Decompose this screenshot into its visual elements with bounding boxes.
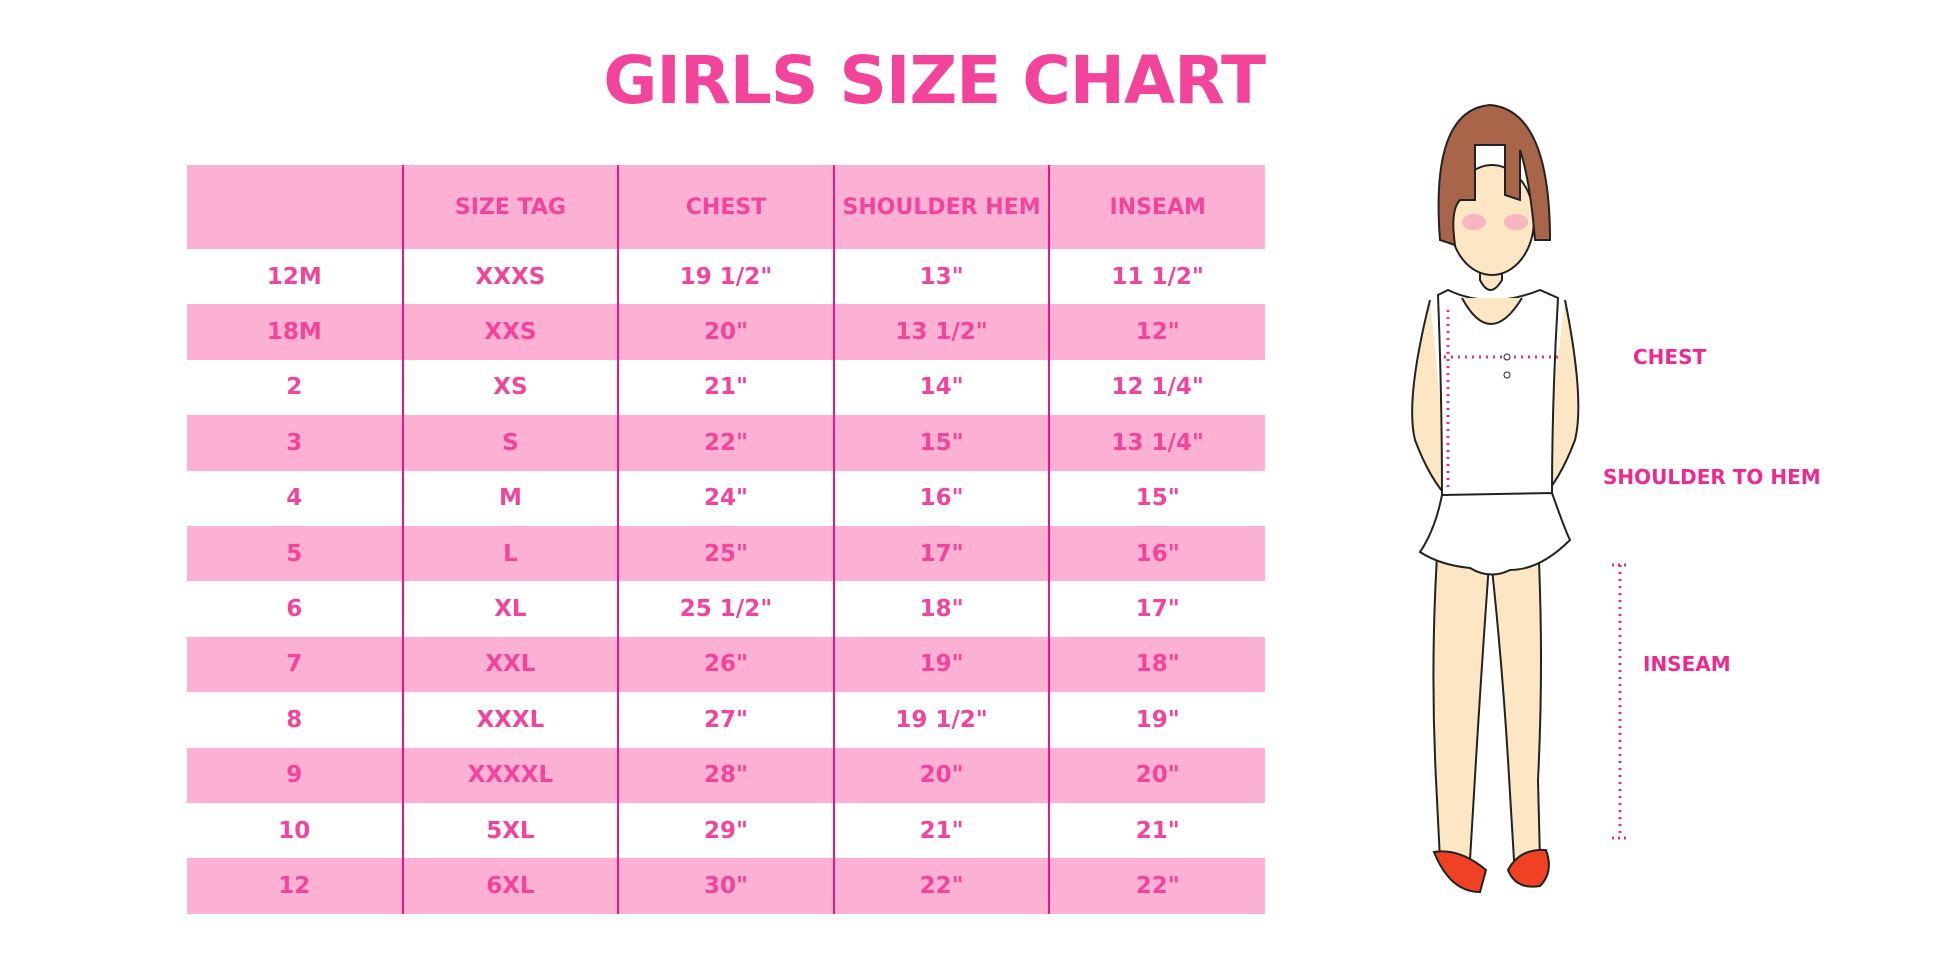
column-header: INSEAM xyxy=(1048,165,1265,249)
table-cell: 25" xyxy=(617,525,834,582)
page-title: GIRLS SIZE CHART xyxy=(603,42,1266,119)
table-cell: 21" xyxy=(617,359,834,416)
table-cell: XXXL xyxy=(401,692,619,748)
table-cell: 11 1/2" xyxy=(1048,249,1265,305)
table-body: 12M XXXS 19 1/2" 13" 11 1/2" 18M XXS 20" 13 1/2"… xyxy=(187,249,1265,914)
table-cell: S xyxy=(401,415,619,471)
hair xyxy=(1437,103,1552,247)
table-cell: 16" xyxy=(1048,525,1265,582)
table-cell: 3 xyxy=(187,415,403,471)
table-cell: 5 xyxy=(187,525,403,582)
table-row: 6 XL 25 1/2" 18" 17" xyxy=(187,581,1265,637)
header-row: SIZE TAG CHEST SHOULDER HEM INSEAM xyxy=(187,165,1265,249)
table-cell: 18M xyxy=(187,304,403,360)
table-cell: 24" xyxy=(617,470,834,526)
chest-label: CHEST xyxy=(1633,345,1707,369)
table-cell: 15" xyxy=(1048,470,1265,526)
table-cell: 22" xyxy=(617,415,834,471)
table-cell: 7 xyxy=(187,636,403,693)
table-cell: 14" xyxy=(832,359,1050,416)
table-cell: 18" xyxy=(1048,636,1265,693)
table-cell: 18" xyxy=(832,581,1050,637)
table-row: 12 6XL 30" 22" 22" xyxy=(187,858,1265,914)
table-cell: 22" xyxy=(832,858,1050,914)
table-cell: M xyxy=(401,470,619,526)
table-cell: 20" xyxy=(617,304,834,360)
size-table: SIZE TAG CHEST SHOULDER HEM INSEAM 12M XXXS 1… xyxy=(187,165,1265,914)
table-cell: 12" xyxy=(1048,304,1265,360)
table-cell: 12 1/4" xyxy=(1048,359,1265,416)
table-row: 8 XXXL 27" 19 1/2" 19" xyxy=(187,692,1265,748)
table-cell: XXXS xyxy=(401,249,619,305)
table-cell: 29" xyxy=(617,802,834,859)
table-cell: 8 xyxy=(286,706,303,733)
table-cell: XS xyxy=(401,359,619,416)
table-cell: 12M xyxy=(266,263,322,290)
girl-illustration xyxy=(1411,103,1630,894)
table-cell: L xyxy=(401,525,619,582)
table-cell: 19" xyxy=(1048,692,1265,748)
shoe-right xyxy=(1506,848,1550,888)
table-cell: XXXXL xyxy=(401,747,619,803)
table-cell: 6 xyxy=(286,596,303,623)
table-cell: 5XL xyxy=(401,802,619,859)
table-row: 9 XXXXL 28" 20" 20" xyxy=(187,747,1265,803)
table-cell: 20" xyxy=(832,747,1050,803)
column-header xyxy=(187,165,403,249)
table-cell: 10 xyxy=(278,817,311,844)
table-cell: 2 xyxy=(286,374,303,401)
table-cell: 9 xyxy=(187,747,403,803)
table-cell: 19" xyxy=(832,636,1050,693)
table-cell: 27" xyxy=(617,692,834,748)
shoulder-to-hem-label: SHOULDER TO HEM xyxy=(1603,465,1821,489)
shoe-left xyxy=(1432,850,1488,894)
column-header: SHOULDER HEM xyxy=(832,165,1050,249)
table-cell: 12 xyxy=(187,858,403,914)
table-cell: 19 1/2" xyxy=(832,692,1050,748)
table-cell: 20" xyxy=(1048,747,1265,803)
table-row: 7 XXL 26" 19" 18" xyxy=(187,636,1265,693)
table-cell: 13 1/2" xyxy=(832,304,1050,360)
table-cell: XXL xyxy=(401,636,619,693)
table-cell: 17" xyxy=(832,525,1050,582)
table-cell: 4 xyxy=(286,485,303,512)
table-row: 18M XXS 20" 13 1/2" 12" xyxy=(187,304,1265,360)
table-cell: XL xyxy=(401,581,619,637)
table-cell: 30" xyxy=(617,858,834,914)
column-header: CHEST xyxy=(617,165,834,249)
table-cell: XXS xyxy=(401,304,619,360)
table-cell: 17" xyxy=(1048,581,1265,637)
table-row: 5 L 25" 17" 16" xyxy=(187,525,1265,582)
table-cell: 13" xyxy=(832,249,1050,305)
inseam-label: INSEAM xyxy=(1643,652,1731,676)
table-cell: 6XL xyxy=(401,858,619,914)
table-cell: 19 1/2" xyxy=(617,249,834,305)
table-cell: 28" xyxy=(617,747,834,803)
table-cell: 21" xyxy=(832,802,1050,859)
table-row: 12M XXXS 19 1/2" 13" 11 1/2" xyxy=(187,249,1265,305)
column-header: SIZE TAG xyxy=(401,165,619,249)
table-cell: 16" xyxy=(832,470,1050,526)
table-row: 4 M 24" 16" 15" xyxy=(187,470,1265,526)
table-cell: 26" xyxy=(617,636,834,693)
table-row: 2 XS 21" 14" 12 1/4" xyxy=(187,359,1265,416)
table-cell: 13 1/4" xyxy=(1048,415,1265,471)
table-cell: 25 1/2" xyxy=(617,581,834,637)
table-cell: 21" xyxy=(1048,802,1265,859)
table-row: 10 5XL 29" 21" 21" xyxy=(187,802,1265,859)
table-row: 3 S 22" 15" 13 1/4" xyxy=(187,415,1265,471)
table-cell: 22" xyxy=(1048,858,1265,914)
table-cell: 15" xyxy=(832,415,1050,471)
